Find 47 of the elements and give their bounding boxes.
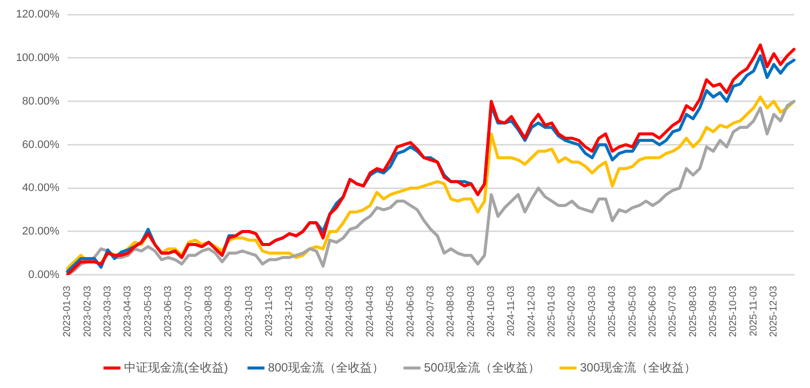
x-tick-label: 2025-09-03 xyxy=(708,285,720,338)
x-tick-label: 2024-01-03 xyxy=(304,285,316,338)
y-tick-label: 20.00% xyxy=(22,226,60,238)
x-tick-label: 2023-06-03 xyxy=(163,285,174,338)
legend-label: 500现金流（全收益） xyxy=(424,360,540,374)
x-tick-label: 2025-11-03 xyxy=(748,285,760,336)
x-tick-label: 2024-12-03 xyxy=(526,285,538,338)
y-tick-label: 80.00% xyxy=(22,95,60,108)
x-tick-label: 2024-08-03 xyxy=(446,285,457,338)
x-tick-label: 2025-10-03 xyxy=(728,285,740,338)
x-tick-label: 2025-08-03 xyxy=(688,285,699,338)
x-tick-label: 2024-09-03 xyxy=(466,285,477,338)
x-tick-label: 2025-05-03 xyxy=(627,285,638,338)
x-tick-label: 2023-09-03 xyxy=(224,285,235,338)
x-tick-label: 2025-12-03 xyxy=(768,285,780,338)
x-tick-label: 2023-07-03 xyxy=(183,285,194,338)
x-tick-label: 2024-10-03 xyxy=(486,285,498,338)
x-tick-label: 2023-08-03 xyxy=(203,285,214,338)
x-tick-label: 2024-06-03 xyxy=(405,285,416,338)
x-tick-label: 2025-01-03 xyxy=(546,285,558,338)
x-tick-label: 2025-07-03 xyxy=(668,285,679,338)
x-tick-label: 2024-07-03 xyxy=(425,285,436,338)
x-tick-label: 2024-04-03 xyxy=(364,285,376,338)
y-tick-label: 0.00% xyxy=(28,268,60,281)
x-tick-label: 2025-02-03 xyxy=(566,285,578,338)
legend-label: 800现金流（全收益） xyxy=(268,360,384,374)
x-tick-label: 2023-12-03 xyxy=(284,285,296,338)
x-tick-label: 2025-03-03 xyxy=(586,285,598,338)
x-tick-label: 2024-03-03 xyxy=(344,285,356,338)
y-tick-label: 120.00% xyxy=(16,8,60,21)
legend-label: 中证现金流(全收益) xyxy=(124,360,228,374)
y-tick-label: 40.00% xyxy=(22,182,60,194)
x-tick-label: 2025-04-03 xyxy=(607,285,618,338)
y-tick-label: 60.00% xyxy=(22,138,60,151)
x-tick-label: 2024-02-03 xyxy=(324,285,336,338)
x-tick-label: 2024-11-03 xyxy=(506,285,518,336)
legend-label: 300现金流（全收益） xyxy=(580,360,696,374)
x-tick-label: 2023-01-03 xyxy=(62,285,74,338)
x-tick-label: 2025-06-03 xyxy=(647,285,658,338)
x-tick-label: 2023-10-03 xyxy=(244,285,255,338)
x-tick-label: 2024-05-03 xyxy=(385,285,396,338)
y-tick-label: 100.00% xyxy=(16,52,60,64)
x-tick-label: 2023-03-03 xyxy=(102,285,114,338)
x-tick-label: 2023-05-03 xyxy=(142,285,154,338)
x-tick-label: 2023-02-03 xyxy=(82,285,94,338)
x-tick-label: 2023-04-03 xyxy=(122,285,134,338)
x-tick-label: 2023-11-03 xyxy=(264,285,275,336)
